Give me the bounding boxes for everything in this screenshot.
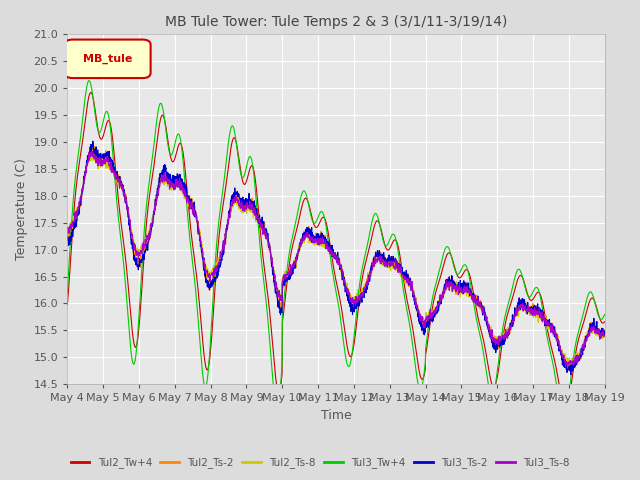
FancyBboxPatch shape bbox=[65, 39, 150, 78]
Tul3_Ts-8 bbox=[63, 224, 71, 230]
Text: MB_tule: MB_tule bbox=[83, 54, 132, 64]
Tul2_Ts-2 bbox=[586, 326, 593, 332]
Title: MB Tule Tower: Tule Temps 2 & 3 (3/1/11-3/19/14): MB Tule Tower: Tule Temps 2 & 3 (3/1/11-… bbox=[164, 15, 507, 29]
Tul3_Ts-2 bbox=[91, 146, 99, 152]
Tul3_Ts-8 bbox=[586, 333, 593, 339]
Tul2_Tw+4 bbox=[87, 90, 95, 96]
Tul2_Ts-2 bbox=[487, 330, 495, 336]
Tul2_Ts-8 bbox=[586, 329, 593, 335]
Tul3_Tw+4 bbox=[311, 220, 319, 226]
Tul3_Ts-2 bbox=[586, 328, 593, 334]
Tul2_Tw+4 bbox=[601, 319, 609, 324]
Tul3_Tw+4 bbox=[586, 289, 593, 295]
Tul2_Ts-2 bbox=[567, 368, 575, 374]
Tul2_Ts-2 bbox=[601, 334, 609, 339]
Tul3_Ts-2 bbox=[311, 233, 319, 239]
Tul3_Ts-2 bbox=[325, 240, 333, 246]
Tul2_Tw+4 bbox=[325, 234, 333, 240]
Tul3_Tw+4 bbox=[325, 243, 333, 249]
Tul3_Tw+4 bbox=[559, 415, 567, 421]
Tul3_Tw+4 bbox=[487, 391, 495, 397]
Tul2_Ts-2 bbox=[90, 143, 97, 149]
Tul3_Ts-8 bbox=[601, 332, 609, 337]
Tul2_Tw+4 bbox=[63, 302, 71, 308]
Y-axis label: Temperature (C): Temperature (C) bbox=[15, 158, 28, 260]
Tul3_Ts-8 bbox=[311, 237, 319, 243]
Tul3_Ts-8 bbox=[325, 248, 333, 254]
Tul2_Ts-8 bbox=[87, 150, 95, 156]
Tul3_Tw+4 bbox=[85, 78, 93, 84]
Tul3_Ts-2 bbox=[89, 138, 97, 144]
Tul3_Ts-8 bbox=[88, 148, 96, 154]
X-axis label: Time: Time bbox=[321, 409, 351, 422]
Tul2_Tw+4 bbox=[487, 377, 495, 383]
Tul2_Ts-2 bbox=[325, 241, 333, 247]
Tul2_Ts-8 bbox=[325, 248, 333, 254]
Tul2_Tw+4 bbox=[586, 299, 593, 304]
Tul2_Ts-8 bbox=[601, 335, 609, 340]
Tul3_Ts-2 bbox=[63, 238, 71, 243]
Tul3_Ts-8 bbox=[91, 153, 99, 159]
Tul3_Tw+4 bbox=[63, 290, 71, 296]
Tul2_Ts-2 bbox=[63, 231, 71, 237]
Tul2_Ts-8 bbox=[567, 363, 575, 369]
Tul2_Ts-8 bbox=[487, 329, 495, 335]
Tul2_Ts-2 bbox=[91, 147, 99, 153]
Tul3_Ts-8 bbox=[562, 364, 570, 370]
Line: Tul3_Ts-8: Tul3_Ts-8 bbox=[67, 151, 605, 367]
Tul2_Ts-2 bbox=[586, 328, 593, 334]
Tul2_Ts-2 bbox=[311, 240, 319, 245]
Line: Tul3_Ts-2: Tul3_Ts-2 bbox=[67, 141, 605, 375]
Tul3_Ts-2 bbox=[586, 325, 593, 331]
Line: Tul2_Ts-2: Tul2_Ts-2 bbox=[67, 146, 605, 371]
Tul2_Ts-8 bbox=[63, 228, 71, 234]
Tul3_Ts-8 bbox=[586, 329, 593, 335]
Line: Tul2_Ts-8: Tul2_Ts-8 bbox=[67, 153, 605, 366]
Tul3_Ts-8 bbox=[487, 328, 495, 334]
Tul3_Tw+4 bbox=[601, 312, 609, 317]
Tul3_Ts-2 bbox=[601, 328, 609, 334]
Tul2_Ts-8 bbox=[586, 330, 593, 336]
Tul3_Ts-2 bbox=[567, 372, 575, 378]
Legend: Tul2_Tw+4, Tul2_Ts-2, Tul2_Ts-8, Tul3_Tw+4, Tul3_Ts-2, Tul3_Ts-8: Tul2_Tw+4, Tul2_Ts-2, Tul2_Ts-8, Tul3_Tw… bbox=[67, 453, 573, 472]
Tul2_Tw+4 bbox=[91, 107, 99, 112]
Tul2_Tw+4 bbox=[561, 407, 569, 413]
Tul3_Ts-2 bbox=[487, 333, 495, 338]
Tul2_Tw+4 bbox=[311, 223, 319, 229]
Tul3_Tw+4 bbox=[91, 110, 99, 116]
Tul2_Ts-8 bbox=[91, 158, 99, 164]
Tul3_Tw+4 bbox=[586, 289, 593, 295]
Tul2_Ts-8 bbox=[311, 237, 319, 242]
Line: Tul2_Tw+4: Tul2_Tw+4 bbox=[67, 93, 605, 410]
Tul2_Tw+4 bbox=[586, 300, 593, 305]
Line: Tul3_Tw+4: Tul3_Tw+4 bbox=[67, 81, 605, 418]
